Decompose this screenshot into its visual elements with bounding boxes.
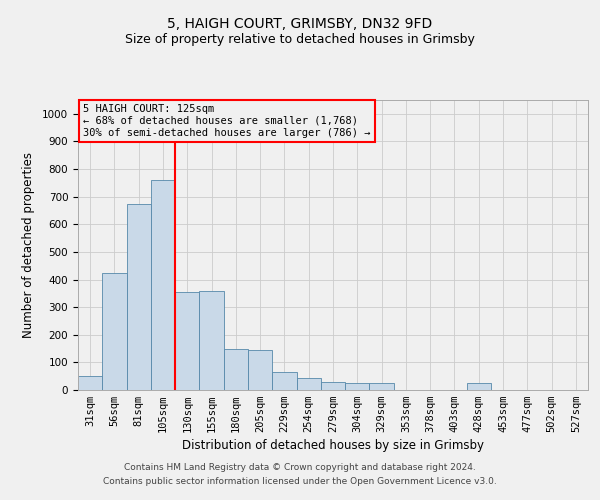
Bar bbox=[78, 376, 102, 390]
Text: Size of property relative to detached houses in Grimsby: Size of property relative to detached ho… bbox=[125, 32, 475, 46]
Bar bbox=[321, 382, 345, 390]
Bar bbox=[199, 290, 224, 390]
Bar bbox=[102, 272, 127, 390]
Text: Contains public sector information licensed under the Open Government Licence v3: Contains public sector information licen… bbox=[103, 477, 497, 486]
Bar bbox=[370, 383, 394, 390]
Bar bbox=[127, 204, 151, 390]
Bar bbox=[467, 383, 491, 390]
Text: 5 HAIGH COURT: 125sqm
← 68% of detached houses are smaller (1,768)
30% of semi-d: 5 HAIGH COURT: 125sqm ← 68% of detached … bbox=[83, 104, 371, 138]
Bar bbox=[272, 372, 296, 390]
Y-axis label: Number of detached properties: Number of detached properties bbox=[22, 152, 35, 338]
Text: Contains HM Land Registry data © Crown copyright and database right 2024.: Contains HM Land Registry data © Crown c… bbox=[124, 464, 476, 472]
Bar bbox=[345, 383, 370, 390]
Bar bbox=[175, 292, 199, 390]
Bar bbox=[296, 378, 321, 390]
Bar bbox=[248, 350, 272, 390]
Text: 5, HAIGH COURT, GRIMSBY, DN32 9FD: 5, HAIGH COURT, GRIMSBY, DN32 9FD bbox=[167, 18, 433, 32]
X-axis label: Distribution of detached houses by size in Grimsby: Distribution of detached houses by size … bbox=[182, 440, 484, 452]
Bar bbox=[151, 180, 175, 390]
Bar bbox=[224, 348, 248, 390]
